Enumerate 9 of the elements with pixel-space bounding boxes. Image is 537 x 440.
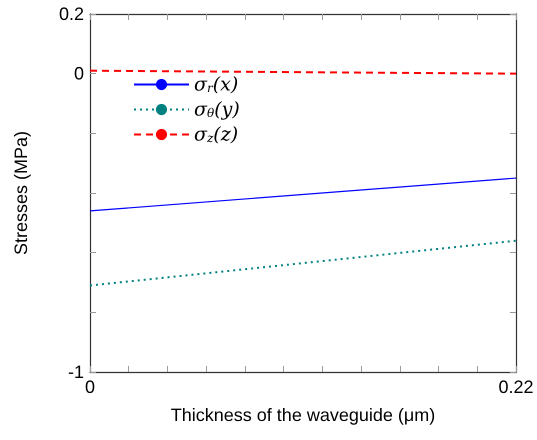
x-tick-label: 0.22 — [498, 377, 534, 397]
legend-label: σθ(y) — [194, 98, 240, 120]
legend-label: σr(x) — [194, 74, 238, 96]
legend-label: σz(z) — [194, 124, 238, 146]
x-axis-title: Thickness of the waveguide (μm) — [170, 405, 436, 425]
y-tick-label: -1 — [68, 362, 84, 382]
y-tick-label: 0.2 — [58, 4, 84, 24]
y-tick-label: 0 — [74, 64, 84, 84]
y-axis-title: Stresses (MPa) — [11, 130, 31, 256]
